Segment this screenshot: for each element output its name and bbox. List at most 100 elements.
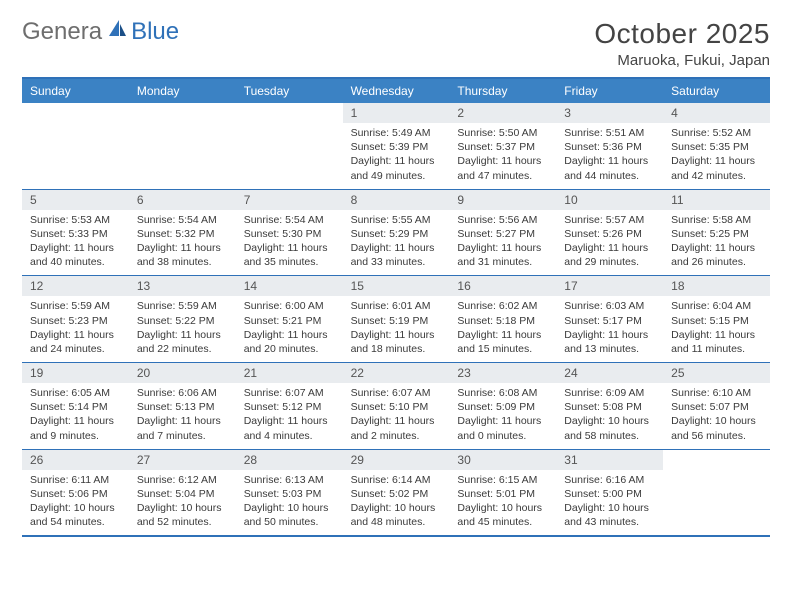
day-cell: 24Sunrise: 6:09 AMSunset: 5:08 PMDayligh…	[556, 363, 663, 449]
day-line: Sunrise: 6:14 AM	[351, 473, 442, 487]
day-body: Sunrise: 5:49 AMSunset: 5:39 PMDaylight:…	[343, 123, 450, 189]
day-line: Sunset: 5:35 PM	[671, 140, 762, 154]
day-line: Daylight: 11 hours	[457, 241, 548, 255]
day-line: Daylight: 11 hours	[351, 154, 442, 168]
day-line: Sunrise: 6:09 AM	[564, 386, 655, 400]
day-line: Daylight: 10 hours	[244, 501, 335, 515]
day-line: Sunset: 5:01 PM	[457, 487, 548, 501]
day-cell: 16Sunrise: 6:02 AMSunset: 5:18 PMDayligh…	[449, 276, 556, 362]
day-cell	[236, 103, 343, 189]
day-line: Sunrise: 5:53 AM	[30, 213, 121, 227]
day-line: Sunset: 5:12 PM	[244, 400, 335, 414]
day-body: Sunrise: 6:01 AMSunset: 5:19 PMDaylight:…	[343, 296, 450, 362]
day-line: Daylight: 11 hours	[671, 328, 762, 342]
day-line: Sunset: 5:23 PM	[30, 314, 121, 328]
week-row: 5Sunrise: 5:53 AMSunset: 5:33 PMDaylight…	[22, 189, 770, 276]
day-line: and 7 minutes.	[137, 429, 228, 443]
day-cell: 18Sunrise: 6:04 AMSunset: 5:15 PMDayligh…	[663, 276, 770, 362]
day-line: Sunset: 5:39 PM	[351, 140, 442, 154]
day-number: 20	[129, 363, 236, 383]
day-number: 16	[449, 276, 556, 296]
day-body: Sunrise: 6:10 AMSunset: 5:07 PMDaylight:…	[663, 383, 770, 449]
day-cell: 20Sunrise: 6:06 AMSunset: 5:13 PMDayligh…	[129, 363, 236, 449]
day-number: 15	[343, 276, 450, 296]
day-cell: 2Sunrise: 5:50 AMSunset: 5:37 PMDaylight…	[449, 103, 556, 189]
day-line: Sunset: 5:19 PM	[351, 314, 442, 328]
day-line: Sunset: 5:08 PM	[564, 400, 655, 414]
day-line: and 43 minutes.	[564, 515, 655, 529]
day-line: Daylight: 11 hours	[244, 241, 335, 255]
day-line: Sunset: 5:04 PM	[137, 487, 228, 501]
day-body: Sunrise: 5:50 AMSunset: 5:37 PMDaylight:…	[449, 123, 556, 189]
day-number: 30	[449, 450, 556, 470]
day-number: 5	[22, 190, 129, 210]
day-line: and 48 minutes.	[351, 515, 442, 529]
day-cell	[129, 103, 236, 189]
location-text: Maruoka, Fukui, Japan	[594, 52, 770, 69]
day-number: 27	[129, 450, 236, 470]
brand-part2: Blue	[131, 18, 179, 46]
day-body: Sunrise: 6:04 AMSunset: 5:15 PMDaylight:…	[663, 296, 770, 362]
day-line: Sunset: 5:32 PM	[137, 227, 228, 241]
day-line: Daylight: 11 hours	[30, 241, 121, 255]
day-line: Sunrise: 5:56 AM	[457, 213, 548, 227]
day-cell: 13Sunrise: 5:59 AMSunset: 5:22 PMDayligh…	[129, 276, 236, 362]
title-block: October 2025 Maruoka, Fukui, Japan	[594, 18, 770, 69]
day-line: Sunrise: 6:12 AM	[137, 473, 228, 487]
day-number: 2	[449, 103, 556, 123]
dow-header-row: SundayMondayTuesdayWednesdayThursdayFrid…	[22, 79, 770, 103]
day-body: Sunrise: 6:13 AMSunset: 5:03 PMDaylight:…	[236, 470, 343, 536]
day-line: Sunset: 5:27 PM	[457, 227, 548, 241]
day-line: and 2 minutes.	[351, 429, 442, 443]
day-cell: 19Sunrise: 6:05 AMSunset: 5:14 PMDayligh…	[22, 363, 129, 449]
day-line: and 0 minutes.	[457, 429, 548, 443]
day-body	[22, 123, 129, 132]
dow-cell: Tuesday	[236, 79, 343, 103]
day-number: 14	[236, 276, 343, 296]
day-line: Sunset: 5:13 PM	[137, 400, 228, 414]
day-line: Sunset: 5:30 PM	[244, 227, 335, 241]
dow-cell: Sunday	[22, 79, 129, 103]
dow-cell: Thursday	[449, 79, 556, 103]
day-line: Sunset: 5:18 PM	[457, 314, 548, 328]
day-line: Sunrise: 6:08 AM	[457, 386, 548, 400]
day-cell: 25Sunrise: 6:10 AMSunset: 5:07 PMDayligh…	[663, 363, 770, 449]
day-body: Sunrise: 6:11 AMSunset: 5:06 PMDaylight:…	[22, 470, 129, 536]
day-line: Daylight: 10 hours	[137, 501, 228, 515]
day-number: 28	[236, 450, 343, 470]
day-body: Sunrise: 5:56 AMSunset: 5:27 PMDaylight:…	[449, 210, 556, 276]
day-line: and 20 minutes.	[244, 342, 335, 356]
day-number: 24	[556, 363, 663, 383]
dow-cell: Friday	[556, 79, 663, 103]
day-cell: 31Sunrise: 6:16 AMSunset: 5:00 PMDayligh…	[556, 450, 663, 536]
day-line: and 35 minutes.	[244, 255, 335, 269]
day-line: and 26 minutes.	[671, 255, 762, 269]
day-body: Sunrise: 6:07 AMSunset: 5:12 PMDaylight:…	[236, 383, 343, 449]
day-number: 4	[663, 103, 770, 123]
day-line: Sunrise: 6:07 AM	[244, 386, 335, 400]
day-cell: 21Sunrise: 6:07 AMSunset: 5:12 PMDayligh…	[236, 363, 343, 449]
day-body: Sunrise: 6:02 AMSunset: 5:18 PMDaylight:…	[449, 296, 556, 362]
day-line: Sunset: 5:03 PM	[244, 487, 335, 501]
day-line: Daylight: 11 hours	[457, 328, 548, 342]
day-number: 22	[343, 363, 450, 383]
day-cell: 11Sunrise: 5:58 AMSunset: 5:25 PMDayligh…	[663, 190, 770, 276]
day-number	[236, 103, 343, 123]
day-line: and 33 minutes.	[351, 255, 442, 269]
day-cell: 14Sunrise: 6:00 AMSunset: 5:21 PMDayligh…	[236, 276, 343, 362]
day-line: and 31 minutes.	[457, 255, 548, 269]
day-body	[663, 470, 770, 479]
day-body: Sunrise: 6:06 AMSunset: 5:13 PMDaylight:…	[129, 383, 236, 449]
day-line: Sunrise: 5:49 AM	[351, 126, 442, 140]
day-line: Sunrise: 6:01 AM	[351, 299, 442, 313]
dow-cell: Monday	[129, 79, 236, 103]
day-number: 21	[236, 363, 343, 383]
day-line: Daylight: 10 hours	[564, 501, 655, 515]
day-line: Sunrise: 6:07 AM	[351, 386, 442, 400]
day-body: Sunrise: 5:55 AMSunset: 5:29 PMDaylight:…	[343, 210, 450, 276]
day-line: Daylight: 11 hours	[30, 414, 121, 428]
day-body: Sunrise: 5:59 AMSunset: 5:22 PMDaylight:…	[129, 296, 236, 362]
day-number: 31	[556, 450, 663, 470]
day-body: Sunrise: 5:53 AMSunset: 5:33 PMDaylight:…	[22, 210, 129, 276]
day-line: Daylight: 10 hours	[457, 501, 548, 515]
